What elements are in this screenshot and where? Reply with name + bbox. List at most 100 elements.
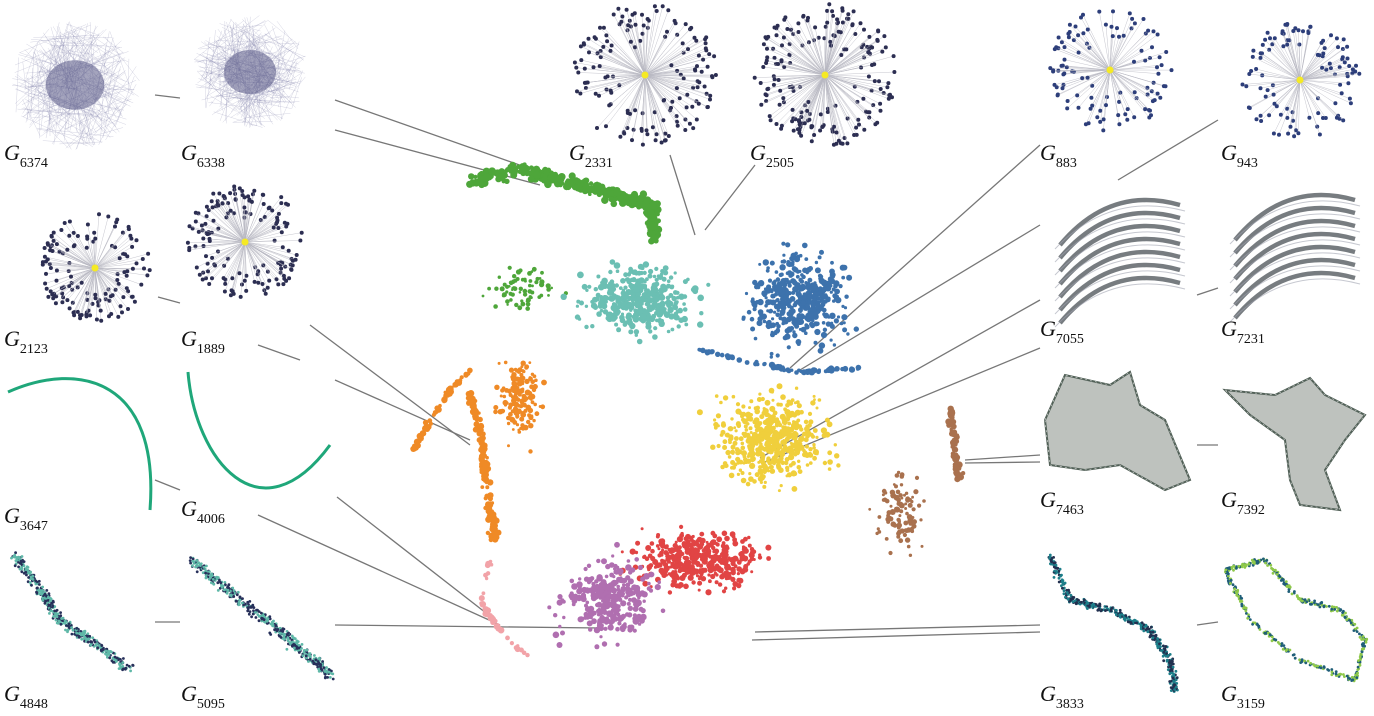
scatter-point [576,581,582,587]
node [759,81,763,85]
scatter-point [645,321,651,327]
scatter-point [887,510,892,515]
node [761,65,765,69]
scatter-point [603,617,607,621]
scatter-point [614,580,619,585]
scatter-point [780,366,784,370]
scatter-point [814,329,820,335]
scatter-point [627,592,631,596]
scatter-point [539,294,543,298]
node [1244,84,1248,88]
scatter-point [620,278,626,284]
scatter-point [629,309,632,312]
scatter-point [846,275,852,281]
node [1273,36,1277,40]
scatter-point [706,283,710,287]
scatter-point [599,635,602,638]
node [1075,93,1079,97]
scatter-point [895,507,898,510]
scatter-point [493,410,498,415]
scatter-point [610,279,615,284]
scatter-point [825,418,830,423]
scatter-point [822,321,826,325]
scatter-point [808,412,812,416]
scatter-point [765,400,771,406]
scatter-point [578,577,581,580]
scatter-point [684,323,688,327]
scatter-point [882,493,885,496]
scatter-point [843,321,846,324]
node [655,132,659,136]
scatter-point [912,507,916,511]
node [854,126,858,130]
scatter-point [510,641,514,645]
embedding-scatter [410,162,965,658]
scatter-point [509,292,513,296]
scatter-point [951,431,957,437]
node [594,37,598,41]
edge [597,75,645,128]
scatter-point [731,445,736,450]
scatter-point [770,322,776,328]
scatter-point [505,167,510,172]
scatter-point [648,274,653,279]
scatter-point [815,267,821,273]
scatter-point [815,261,818,264]
node [630,138,634,142]
node [645,132,649,136]
node [94,296,98,300]
edge [66,24,99,35]
scatter-point [780,313,783,316]
node [653,4,657,8]
node [1133,90,1137,94]
scatter-point [584,567,588,571]
scatter-point [897,471,900,474]
scatter-point [748,472,751,475]
node [688,122,692,126]
scatter-point [482,591,486,595]
scatter-point [654,267,658,271]
scatter-point [809,461,813,465]
scatter-point [605,575,609,579]
node [708,98,712,102]
scatter-point [656,533,660,537]
node [862,128,866,132]
node [877,79,881,83]
scatter-point [897,530,902,535]
node [55,242,59,246]
node [810,139,814,143]
scatter-point [712,534,717,539]
scatter-point [628,570,632,574]
scatter-point [621,614,626,619]
scatter-point [667,560,671,564]
connector-line [670,155,695,235]
scatter-point [732,535,736,539]
scatter-point [507,444,510,447]
edge [645,6,663,75]
edge [233,27,245,46]
node [765,87,769,91]
scatter-point [645,277,649,281]
node [1255,117,1259,121]
scatter-point [821,301,825,305]
scatter-point [494,287,498,291]
scatter-point [689,538,693,542]
scatter-point [792,280,797,285]
scatter-point [763,362,767,366]
scatter-point [594,644,599,649]
scatter-point [619,286,623,290]
scatter-point [749,426,753,430]
scatter-point [678,294,684,300]
node [1133,21,1137,25]
scatter-point [899,509,903,513]
scatter-point [950,410,956,416]
scatter-point [723,395,728,400]
scatter-point [637,279,642,284]
scatter-point [514,645,519,650]
scatter-point [623,286,627,290]
scatter-point [921,545,924,548]
scatter-point [722,589,726,593]
scatter-point [588,192,592,196]
scatter-point [558,177,564,183]
scatter-point [473,399,477,403]
